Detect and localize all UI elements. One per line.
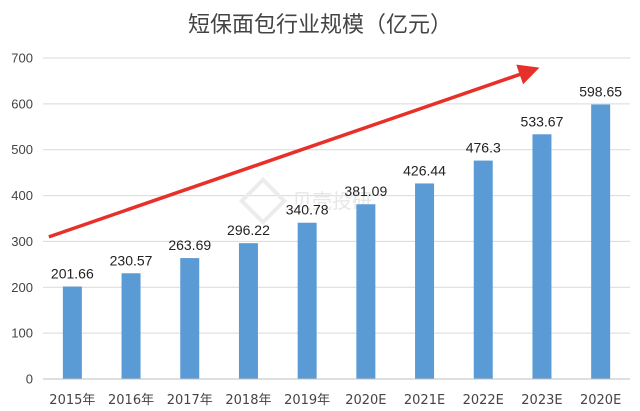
y-tick-label: 400 [11, 188, 33, 203]
x-tick-label: 2016年 [108, 393, 154, 408]
bar [532, 134, 552, 379]
data-label: 340.78 [286, 202, 329, 218]
y-tick-label: 300 [11, 234, 33, 249]
x-tick-label: 2023E [521, 393, 562, 408]
data-labels: 201.66 230.57 263.69 296.22 340.78 381.09 426.… [51, 83, 622, 281]
y-tick-label: 600 [11, 96, 33, 111]
bar [591, 104, 611, 380]
y-axis-ticks: 0 100 200 300 400 500 600 700 [11, 51, 33, 387]
gridlines [43, 57, 630, 334]
bar [180, 258, 200, 379]
bar [415, 183, 435, 379]
x-tick-label: 2017年 [167, 393, 213, 408]
y-tick-label: 200 [11, 280, 33, 295]
watermark-logo [238, 176, 288, 226]
bars [62, 104, 611, 380]
bar [473, 160, 493, 379]
x-axis-ticks: 2015年 2016年 2017年 2018年 2019年 2020E 2021E 2022E… [49, 393, 621, 408]
trend-arrow [48, 64, 540, 239]
data-label: 533.67 [521, 113, 564, 129]
bar [238, 243, 258, 379]
data-label: 476.3 [466, 140, 501, 156]
x-tick-label: 2022E [463, 393, 504, 408]
y-tick-label: 100 [11, 326, 33, 341]
y-tick-label: 500 [11, 142, 33, 157]
data-label: 598.65 [579, 83, 622, 99]
data-label: 263.69 [168, 237, 211, 253]
bar [297, 222, 317, 379]
bar [356, 204, 376, 379]
data-label: 230.57 [110, 252, 153, 268]
y-tick-label: 700 [11, 51, 33, 66]
x-tick-label: 2015年 [49, 393, 95, 408]
x-tick-label: 2019年 [284, 393, 330, 408]
bar [121, 273, 141, 379]
data-label: 426.44 [403, 162, 446, 178]
x-tick-label: 2020E [580, 393, 621, 408]
y-tick-label: 0 [26, 372, 33, 387]
chart-title: 短保面包行业规模（亿元） [188, 13, 452, 38]
x-tick-label: 2020E [345, 393, 386, 408]
x-tick-label: 2018年 [225, 393, 271, 408]
data-label: 201.66 [51, 266, 94, 282]
data-label: 296.22 [227, 222, 270, 238]
bar [62, 286, 82, 379]
data-label: 381.09 [344, 183, 387, 199]
x-tick-label: 2021E [404, 393, 445, 408]
